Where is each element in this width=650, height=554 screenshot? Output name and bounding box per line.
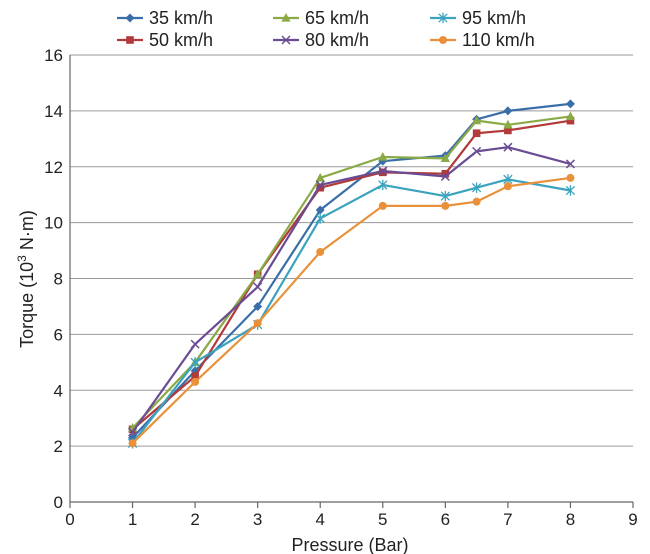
data-point xyxy=(315,172,325,182)
x-tick-label: 2 xyxy=(190,510,199,529)
data-point xyxy=(378,201,387,210)
data-point xyxy=(128,427,138,437)
data-point xyxy=(441,169,450,178)
legend-marker xyxy=(439,36,447,44)
y-axis-title-unit: N·m) xyxy=(17,210,37,255)
data-point xyxy=(191,377,200,386)
data-point xyxy=(504,126,512,135)
x-tick-labels: 0 1 2 3 4 5 6 7 8 9 xyxy=(65,510,637,529)
x-tick-label: 1 xyxy=(128,510,137,529)
legend-item: 50 km/h xyxy=(117,30,213,50)
x-tick-label: 7 xyxy=(503,510,512,529)
data-point xyxy=(565,185,576,196)
data-point xyxy=(253,319,262,328)
legend-label: 80 km/h xyxy=(305,30,369,50)
data-point xyxy=(316,183,325,192)
data-point xyxy=(190,339,200,349)
data-series xyxy=(127,99,576,449)
data-point xyxy=(440,190,450,202)
legend-item: 80 km/h xyxy=(273,30,369,50)
data-point xyxy=(471,182,482,193)
y-axis-title: Torque (103 N·m) xyxy=(15,210,37,348)
legend-label: 95 km/h xyxy=(462,8,526,28)
series-line xyxy=(131,176,571,445)
legend-label: 35 km/h xyxy=(149,8,213,28)
y-tick-label: 4 xyxy=(54,381,63,400)
x-tick-label: 8 xyxy=(566,510,575,529)
data-point xyxy=(315,213,325,224)
series-110-km-h xyxy=(128,173,575,448)
data-point xyxy=(378,179,388,191)
legend-label: 50 km/h xyxy=(149,30,213,50)
data-point xyxy=(378,168,387,177)
series-line xyxy=(131,102,571,439)
series-95-km-h xyxy=(127,174,576,449)
data-point xyxy=(472,129,481,138)
grid-lines xyxy=(70,54,633,447)
data-point xyxy=(440,153,450,162)
data-point xyxy=(316,247,325,256)
y-tick-label: 10 xyxy=(44,214,63,233)
data-point xyxy=(440,171,450,182)
series-35-km-h xyxy=(128,99,575,443)
x-tick-label: 6 xyxy=(441,510,450,529)
data-point xyxy=(566,116,575,125)
legend-item: 95 km/h xyxy=(430,8,526,28)
series-line xyxy=(131,146,571,433)
legend-marker xyxy=(125,13,135,23)
data-point xyxy=(472,115,482,125)
legend-marker xyxy=(281,13,291,22)
series-80-km-h xyxy=(128,142,575,437)
data-point xyxy=(503,182,512,191)
legend-marker xyxy=(126,36,134,44)
data-point xyxy=(253,282,263,292)
y-tick-label: 0 xyxy=(54,493,63,512)
legend-item: 110 km/h xyxy=(430,30,535,50)
x-axis-title: Pressure (Bar) xyxy=(291,535,408,554)
legend-label: 110 km/h xyxy=(462,30,535,50)
x-tick-label: 3 xyxy=(253,510,262,529)
data-point xyxy=(378,166,388,176)
data-point xyxy=(503,106,513,116)
y-tick-label: 16 xyxy=(44,46,63,65)
data-point xyxy=(472,197,481,206)
data-point xyxy=(503,119,513,129)
data-point xyxy=(253,301,263,311)
legend-label: 65 km/h xyxy=(305,8,369,28)
data-point xyxy=(190,357,200,368)
data-point xyxy=(441,201,450,210)
data-point xyxy=(566,173,575,182)
data-point xyxy=(253,269,263,278)
y-tick-label: 6 xyxy=(54,325,63,344)
y-tick-label: 2 xyxy=(54,437,63,456)
data-point xyxy=(191,372,199,381)
x-tick-label: 9 xyxy=(628,510,637,529)
y-axis-title-superscript: 3 xyxy=(15,255,29,262)
data-point xyxy=(128,439,137,448)
x-tick-label: 4 xyxy=(315,510,324,529)
data-point xyxy=(472,146,482,156)
data-point xyxy=(378,151,388,161)
series-line xyxy=(131,178,571,445)
y-tick-label: 12 xyxy=(44,158,63,177)
legend-item: 35 km/h xyxy=(117,8,213,28)
legend-item: 65 km/h xyxy=(273,8,369,28)
x-tick-label: 5 xyxy=(378,510,387,529)
legend-marker xyxy=(281,35,291,45)
x-tick-label: 0 xyxy=(65,510,74,529)
y-tick-labels: 0 2 4 6 8 10 12 14 16 xyxy=(44,46,63,512)
data-point xyxy=(565,159,575,169)
y-tick-label: 14 xyxy=(44,102,63,121)
data-point xyxy=(315,180,325,190)
y-tick-label: 8 xyxy=(54,270,63,289)
axes xyxy=(69,55,634,508)
y-axis-title-main: Torque (10 xyxy=(17,262,37,348)
legend-marker xyxy=(438,12,448,24)
data-point xyxy=(565,99,575,109)
data-point xyxy=(565,111,576,121)
data-point xyxy=(315,205,325,215)
data-point xyxy=(503,142,513,152)
